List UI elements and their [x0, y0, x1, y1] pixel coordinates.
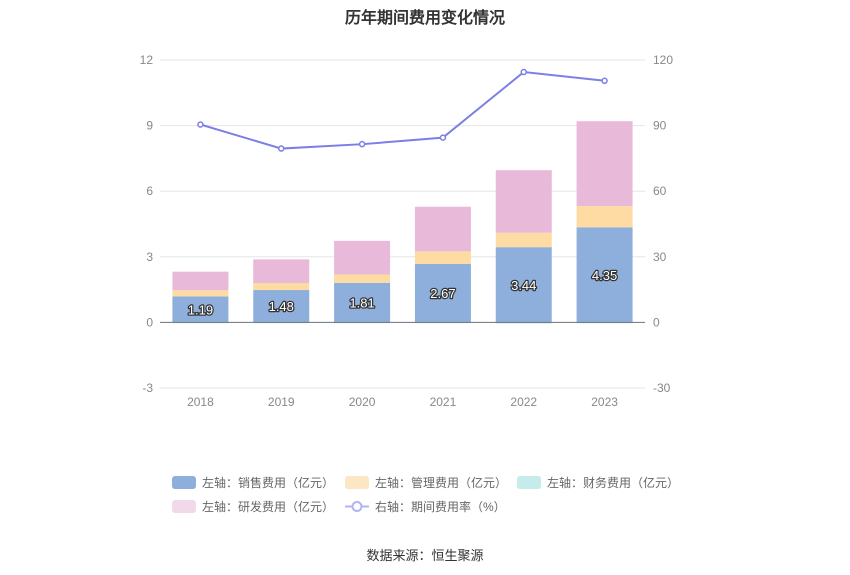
- x-axis-tick-labels: 2018 2019 2020 2021 2022 2023: [187, 395, 618, 409]
- rate-point: [278, 145, 285, 152]
- left-tick-label: -3: [142, 381, 153, 395]
- legend-swatch-sales: [172, 475, 196, 489]
- grid-lines: [160, 59, 645, 389]
- bar-data-label: 4.35: [592, 268, 617, 283]
- bar-2-2020: [334, 274, 391, 283]
- bar-1-2020: [334, 282, 391, 323]
- rate-point: [358, 140, 366, 148]
- legend-item-sales[interactable]: 左轴：销售费用（亿元）: [172, 472, 334, 492]
- bar-4-2020: [334, 240, 391, 275]
- rate-point: [601, 77, 608, 85]
- legend-item-rd[interactable]: 左轴：研发费用（亿元）: [172, 496, 334, 516]
- right-tick-label: 60: [653, 184, 667, 198]
- rate-point: [197, 121, 204, 128]
- legend-line-icon: [345, 500, 369, 512]
- legend-label-admin: 左轴：管理费用（亿元）: [375, 475, 508, 490]
- bar-data-labels: 1.19 1.48 1.81 2.67 3.44 4.35: [187, 267, 619, 319]
- bar-data-label: 1.81: [349, 296, 374, 311]
- bar-1-2018: [172, 296, 229, 323]
- x-tick-label: 2019: [268, 395, 295, 409]
- rate-point: [520, 68, 527, 76]
- right-tick-label: 120: [653, 53, 673, 67]
- x-tick-label: 2023: [591, 395, 618, 409]
- left-tick-label: 0: [146, 315, 153, 329]
- bar-2-2023: [576, 206, 633, 228]
- bar-data-label: 3.44: [511, 278, 536, 293]
- bar-4-2023: [576, 121, 633, 207]
- left-tick-label: 3: [146, 250, 153, 264]
- bar-1-2023: [576, 227, 633, 323]
- legend-item-rate[interactable]: 右轴：期间费用率（%）: [345, 496, 506, 516]
- right-tick-label: 30: [653, 250, 667, 264]
- legend-label-finance: 左轴：财务费用（亿元）: [547, 475, 680, 490]
- rate-point: [439, 134, 447, 141]
- right-tick-label: 90: [653, 119, 667, 133]
- rate-line: [200, 70, 605, 150]
- left-axis-ticks: -3 0 3 6 9 12: [140, 53, 154, 395]
- bar-data-label: 2.67: [430, 286, 455, 301]
- data-source: 数据来源：恒生聚源: [366, 548, 484, 563]
- bar-1-2022: [495, 247, 552, 323]
- bar-4-2018: [172, 271, 229, 291]
- right-axis-ticks: -30 0 30 60 90 120: [653, 53, 673, 395]
- bar-series: [172, 121, 633, 324]
- left-tick-label: 12: [140, 53, 154, 67]
- rate-line-series: [197, 68, 608, 152]
- legend-label-sales: 左轴：销售费用（亿元）: [202, 475, 335, 490]
- bar-2-2018: [172, 290, 229, 297]
- legend-swatch-admin: [345, 475, 369, 489]
- right-tick-label: -30: [653, 381, 671, 395]
- left-tick-label: 9: [146, 119, 153, 133]
- legend-row-2: 左轴：研发费用（亿元） 右轴：期间费用率（%）: [0, 496, 850, 516]
- x-tick-label: 2020: [349, 395, 376, 409]
- chart-title: 历年期间费用变化情况: [344, 10, 505, 27]
- bar-data-label: 1.48: [269, 299, 294, 314]
- legend-item-admin[interactable]: 左轴：管理费用（亿元）: [345, 472, 507, 492]
- bar-4-2022: [495, 170, 552, 233]
- legend-label-rd: 左轴：研发费用（亿元）: [202, 499, 335, 514]
- left-tick-label: 6: [146, 184, 153, 198]
- legend-label-rate: 右轴：期间费用率（%）: [375, 499, 506, 514]
- bar-data-label: 1.19: [188, 302, 213, 317]
- legend-item-finance[interactable]: 左轴：财务费用（亿元）: [517, 472, 679, 492]
- right-tick-label: 0: [653, 315, 660, 329]
- x-tick-label: 2022: [510, 395, 537, 409]
- bar-1-2021: [414, 264, 471, 323]
- x-tick-label: 2018: [187, 395, 214, 409]
- bar-2-2019: [253, 283, 310, 291]
- bar-1-2019: [253, 290, 310, 323]
- legend-swatch-rd: [172, 499, 196, 513]
- bar-4-2019: [253, 259, 310, 284]
- bar-2-2022: [495, 232, 552, 248]
- bar-3-2022: [495, 322, 552, 324]
- x-tick-label: 2021: [430, 395, 457, 409]
- legend-row-1: 左轴：销售费用（亿元） 左轴：管理费用（亿元） 左轴：财务费用（亿元）: [0, 472, 850, 492]
- legend-swatch-finance: [517, 475, 541, 489]
- bar-2-2021: [414, 251, 471, 265]
- bar-4-2021: [414, 206, 471, 252]
